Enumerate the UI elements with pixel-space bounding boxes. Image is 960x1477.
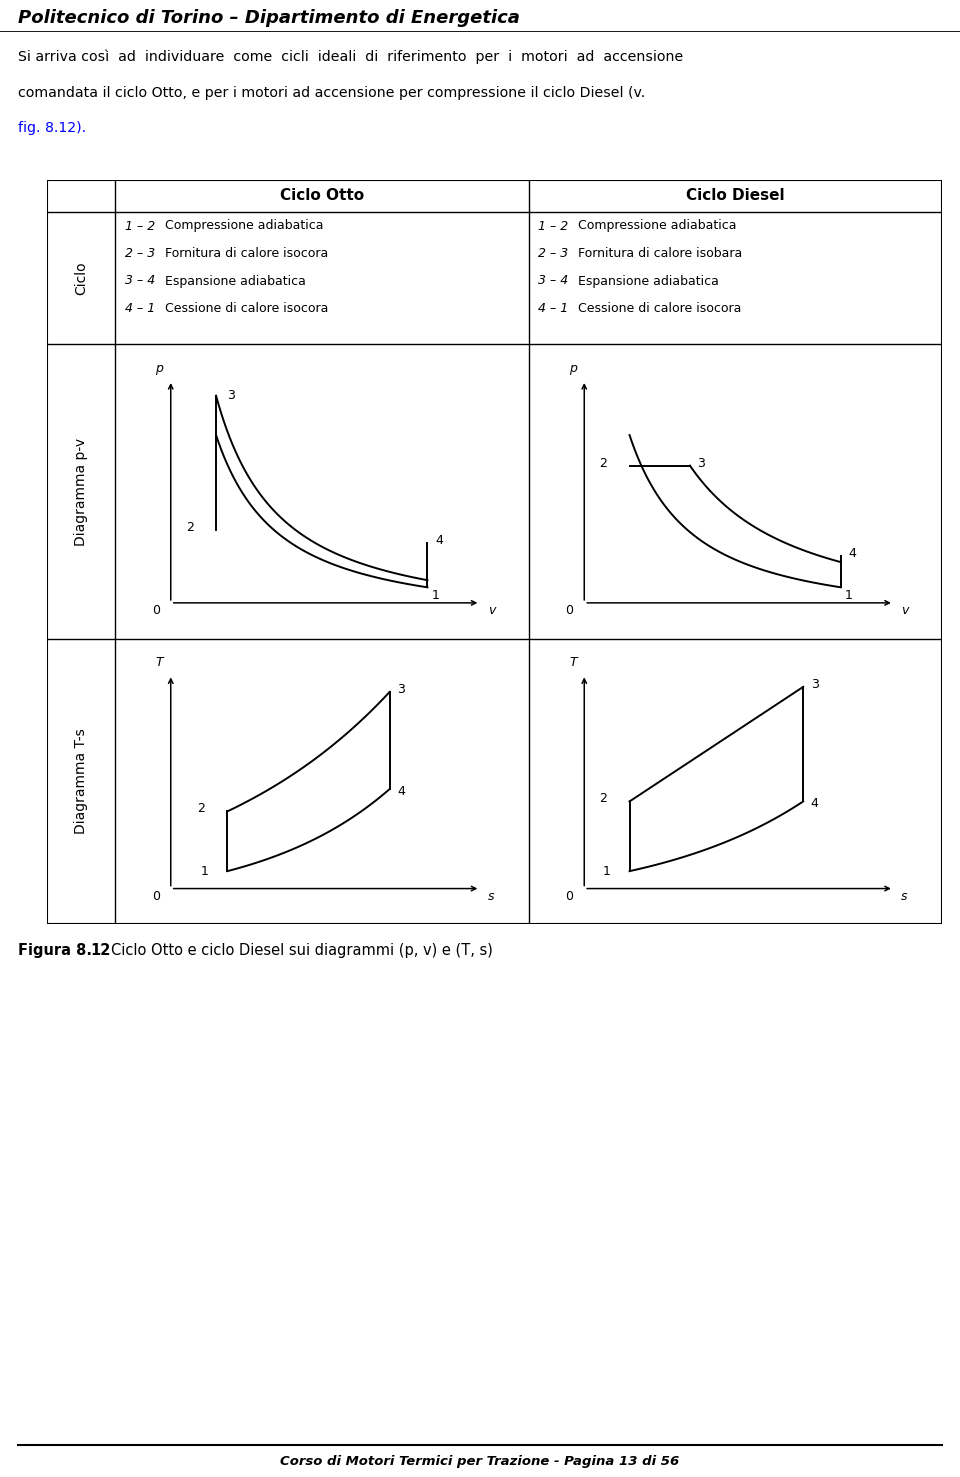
Text: Cessione di calore isocora: Cessione di calore isocora [579,301,742,315]
Text: 1: 1 [845,589,852,601]
Text: Espansione adiabatica: Espansione adiabatica [579,275,719,288]
Text: comandata il ciclo Otto, e per i motori ad accensione per compressione il ciclo : comandata il ciclo Otto, e per i motori … [18,86,645,100]
Text: 0: 0 [152,604,159,617]
Text: Fornitura di calore isobara: Fornitura di calore isobara [579,247,743,260]
Text: 0: 0 [565,889,573,902]
Text: 3: 3 [811,678,819,691]
Text: 2: 2 [186,521,194,535]
Text: Compressione adiabatica: Compressione adiabatica [165,220,324,232]
Text: 2 – 3: 2 – 3 [539,247,568,260]
Text: s: s [488,889,494,902]
Text: Espansione adiabatica: Espansione adiabatica [165,275,306,288]
Text: s: s [901,889,908,902]
Text: 0: 0 [565,604,573,617]
Text: p: p [156,362,163,375]
Text: Diagramma p-v: Diagramma p-v [74,437,88,545]
Text: 3 – 4: 3 – 4 [125,275,156,288]
Text: fig. 8.12).: fig. 8.12). [18,121,86,136]
Text: 3: 3 [698,456,706,470]
Text: Compressione adiabatica: Compressione adiabatica [579,220,737,232]
Text: Fornitura di calore isocora: Fornitura di calore isocora [165,247,328,260]
Text: 1 – 2: 1 – 2 [539,220,568,232]
Text: 4 – 1: 4 – 1 [539,301,568,315]
Text: Figura 8.: Figura 8. [18,944,92,959]
Text: 2: 2 [599,793,608,805]
Text: Corso di Motori Termici per Trazione - Pagina 13 di 56: Corso di Motori Termici per Trazione - P… [280,1455,680,1468]
Text: Ciclo Otto e ciclo Diesel sui diagrammi (p, v) e (T, s): Ciclo Otto e ciclo Diesel sui diagrammi … [111,944,493,959]
Text: 2 – 3: 2 – 3 [125,247,156,260]
Text: 3: 3 [228,388,235,402]
Text: 1: 1 [431,589,439,601]
Text: v: v [901,604,909,617]
Text: 4 – 1: 4 – 1 [125,301,156,315]
Text: 4: 4 [811,798,819,811]
Text: 4: 4 [849,546,856,560]
Text: Politecnico di Torino – Dipartimento di Energetica: Politecnico di Torino – Dipartimento di … [18,9,520,27]
Text: Ciclo: Ciclo [74,261,88,295]
Text: T: T [156,656,163,669]
Text: Si arriva così  ad  individuare  come  cicli  ideali  di  riferimento  per  i  m: Si arriva così ad individuare come cicli… [18,50,684,65]
Text: 3 – 4: 3 – 4 [539,275,568,288]
Text: Cessione di calore isocora: Cessione di calore isocora [165,301,328,315]
Text: Ciclo Otto: Ciclo Otto [279,189,364,204]
Text: p: p [569,362,577,375]
Text: Diagramma T-s: Diagramma T-s [74,728,88,835]
Text: 1: 1 [201,864,209,877]
Text: 1: 1 [603,864,611,877]
Text: v: v [488,604,495,617]
Text: 4: 4 [397,784,405,798]
Text: 1 – 2: 1 – 2 [125,220,156,232]
Text: 0: 0 [152,889,159,902]
Text: 2: 2 [599,456,608,470]
Text: 4: 4 [435,535,443,546]
Text: T: T [569,656,577,669]
Text: 12: 12 [90,944,110,959]
Text: 2: 2 [197,802,205,815]
Text: Ciclo Diesel: Ciclo Diesel [686,189,784,204]
Text: 3: 3 [397,682,405,696]
